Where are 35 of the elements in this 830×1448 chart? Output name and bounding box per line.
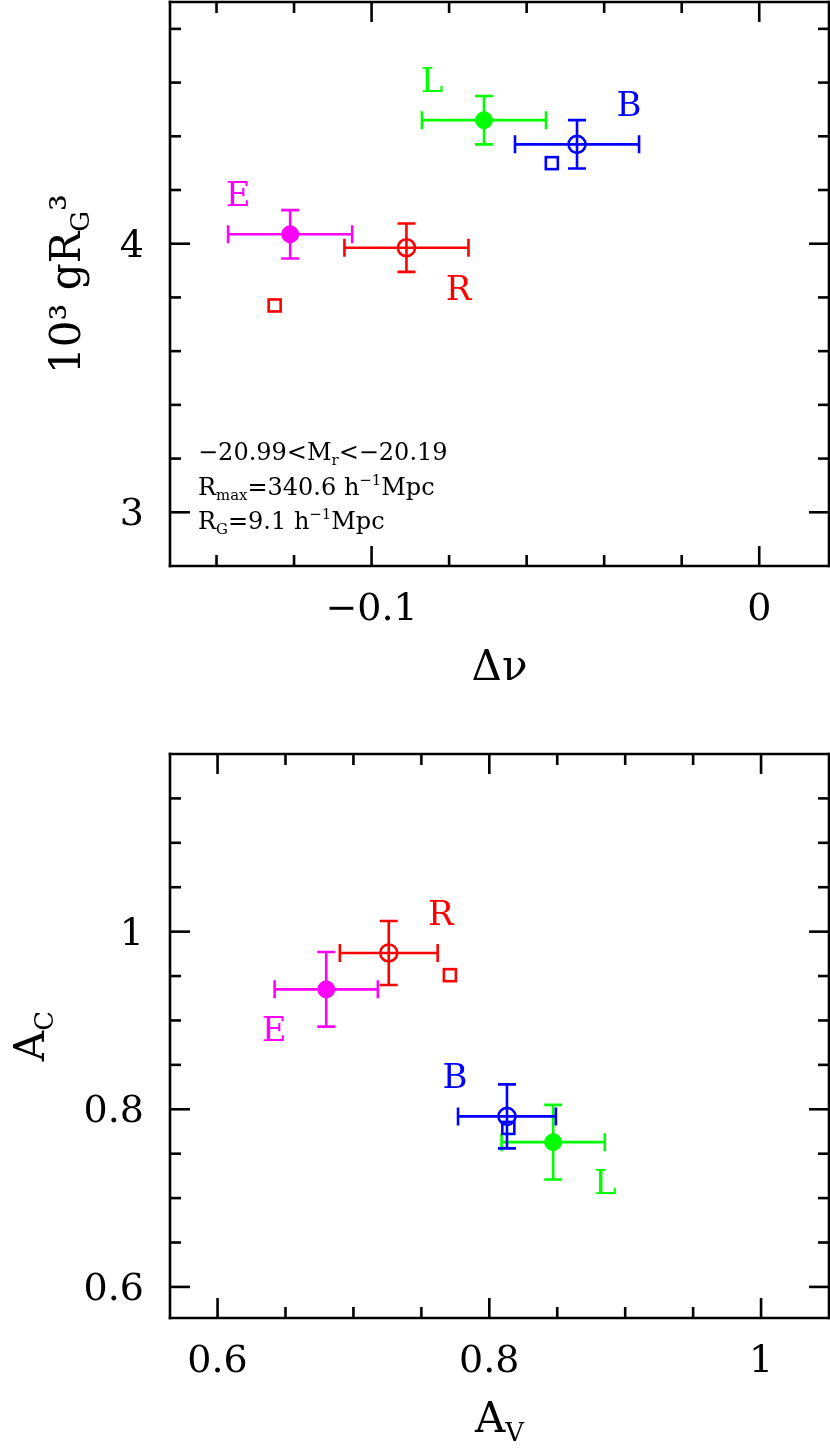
annotation: R$_{max}$=340.6 h$^{−1}$Mpc [198, 470, 435, 504]
y-tick-label: 0.8 [83, 1087, 144, 1132]
annotation: R$_{G}$=9.1 h$^{−1}$Mpc [198, 504, 385, 539]
series-label: R [445, 267, 473, 308]
series-label: L [420, 60, 444, 101]
point [501, 1120, 516, 1136]
annotation: −20.99<M$_{r}$<−20.19 [198, 438, 448, 470]
y-tick-label: 4 [119, 221, 144, 266]
point [567, 134, 587, 155]
x-tick-label: 0.8 [459, 1337, 520, 1381]
point [281, 225, 300, 244]
point [267, 298, 282, 313]
point [378, 943, 399, 963]
series-label: B [616, 84, 642, 125]
series-label: R [427, 892, 455, 933]
y-tick-label: 3 [119, 490, 144, 535]
series-label: E [261, 1009, 287, 1050]
point [442, 967, 458, 983]
series-label: B [442, 1056, 468, 1097]
x-tick-label: 0.6 [187, 1337, 248, 1381]
x-tick-label: −0.1 [325, 585, 418, 629]
point [396, 237, 417, 258]
x-tick-label: 0 [747, 585, 772, 629]
y-tick-label: 0.6 [83, 1264, 144, 1309]
point [474, 111, 493, 130]
x-tick-label: 1 [748, 1337, 774, 1381]
point [544, 1133, 563, 1152]
y-tick-label: 1 [119, 909, 144, 954]
series-label: E [225, 174, 251, 215]
x-axis-title: A$_{V}$ [473, 1393, 526, 1448]
point [497, 1106, 517, 1127]
point [544, 155, 560, 171]
x-axis-title: Δν [471, 641, 528, 690]
series-label: L [593, 1162, 617, 1203]
point [317, 980, 336, 999]
